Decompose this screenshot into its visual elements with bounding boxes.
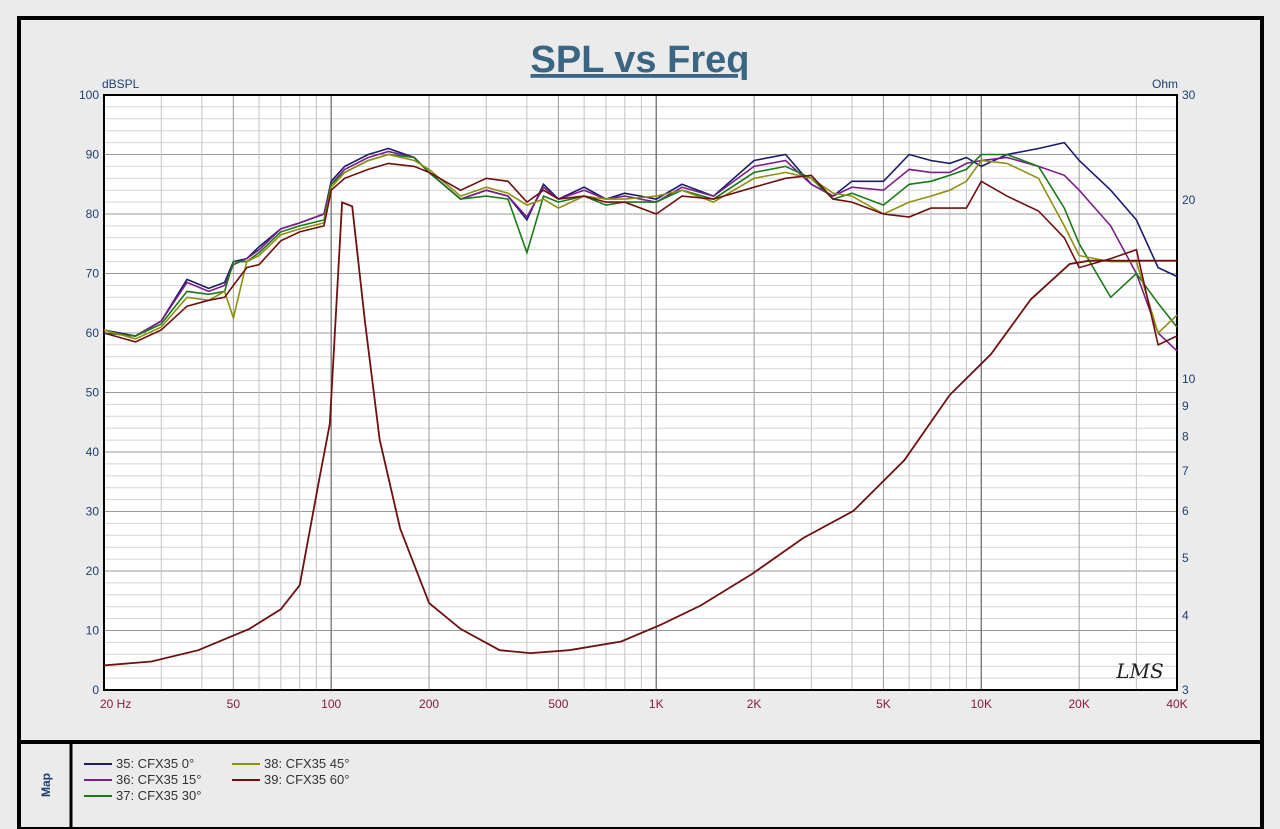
y2-tick-label: 4 <box>1182 609 1189 623</box>
x-tick-label: 20K <box>1068 697 1089 711</box>
x-tick-label: 40K <box>1166 697 1187 711</box>
y-tick-label: 80 <box>86 207 100 221</box>
y-tick-label: 70 <box>86 267 100 281</box>
y2-tick-label: 5 <box>1182 551 1189 565</box>
y-axis-label: dBSPL <box>102 77 140 91</box>
legend-map-label: Map <box>39 773 53 797</box>
y-tick-label: 40 <box>86 445 100 459</box>
y2-axis-label: Ohm <box>1152 77 1178 91</box>
x-tick-label: 200 <box>419 697 439 711</box>
x-tick-label: 5K <box>876 697 891 711</box>
x-tick-label: 100 <box>321 697 341 711</box>
y-tick-label: 30 <box>86 505 100 519</box>
y-tick-label: 60 <box>86 326 100 340</box>
legend-entry-3: 38: CFX35 45° <box>264 756 349 771</box>
legend-entry-1: 36: CFX35 15° <box>116 772 201 787</box>
lms-watermark: LMS <box>1115 659 1163 683</box>
series-line-0 <box>103 141 1178 337</box>
x-tick-label: 10K <box>971 697 992 711</box>
x-tick-label: 20 Hz <box>100 697 131 711</box>
x-tick-label: 2K <box>747 697 762 711</box>
y-tick-label: 100 <box>79 88 99 102</box>
y2-tick-label: 9 <box>1182 399 1189 413</box>
chart-title: SPL vs Freq <box>531 39 750 81</box>
y2-tick-label: 3 <box>1182 683 1189 697</box>
y-tick-label: 50 <box>86 386 100 400</box>
y-tick-label: 10 <box>86 624 100 638</box>
legend-entry-0: 35: CFX35 0° <box>116 756 194 771</box>
x-tick-label: 500 <box>548 697 568 711</box>
y-tick-label: 0 <box>92 683 99 697</box>
legend-entry-4: 39: CFX35 60° <box>264 772 349 787</box>
plot-border <box>103 94 1178 691</box>
y2-tick-label: 10 <box>1182 372 1196 386</box>
x-tick-label: 1K <box>649 697 664 711</box>
y2-tick-label: 7 <box>1182 464 1189 478</box>
y-tick-label: 90 <box>86 148 100 162</box>
y2-tick-label: 20 <box>1182 193 1196 207</box>
y-tick-label: 20 <box>86 564 100 578</box>
y2-tick-label: 30 <box>1182 88 1196 102</box>
impedance-line <box>103 201 1177 667</box>
x-tick-label: 50 <box>227 697 241 711</box>
y2-tick-label: 8 <box>1182 430 1189 444</box>
series-line-4 <box>103 162 1178 347</box>
legend-entry-2: 37: CFX35 30° <box>116 788 201 803</box>
y2-tick-label: 6 <box>1182 504 1189 518</box>
